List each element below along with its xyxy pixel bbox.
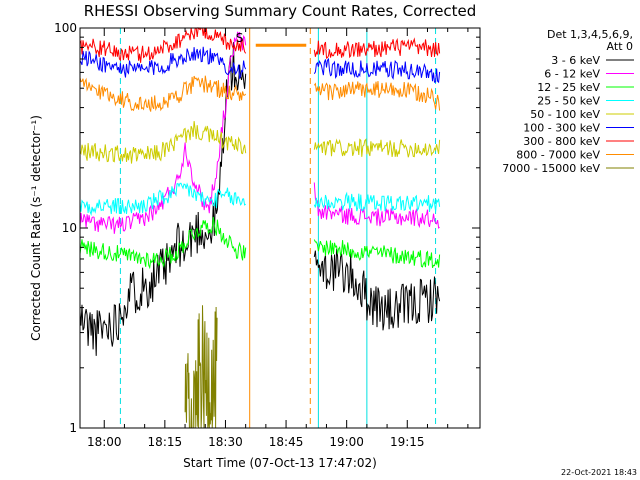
- legend-label-8: 800 - 7000 keV: [516, 149, 600, 162]
- series-layer: S: [79, 27, 441, 429]
- series-line-6: [79, 46, 441, 84]
- y-tick-label-3: 100: [54, 21, 77, 35]
- legend-label-6: 100 - 300 keV: [523, 122, 600, 135]
- y-tick-label-2: 10: [62, 221, 77, 235]
- legend-label-7: 300 - 800 keV: [523, 135, 600, 148]
- series-line-3: [79, 216, 441, 270]
- series-line-1: [79, 42, 441, 356]
- x-tick-label-3: 18:30: [208, 435, 243, 449]
- y-axis: 1 10 100: [54, 21, 480, 435]
- legend-header-2: Att 0: [607, 40, 633, 53]
- series-line-8: [79, 75, 441, 112]
- series-line-4: [79, 182, 441, 217]
- legend-label-2: 6 - 12 keV: [544, 68, 600, 81]
- y-tick-label-1: 1: [69, 421, 77, 435]
- x-tick-label-2: 18:15: [148, 435, 183, 449]
- x-tick-label-6: 19:15: [390, 435, 425, 449]
- legend-header-1: Det 1,3,4,5,6,9,: [547, 28, 633, 41]
- timestamp-label: 22-Oct-2021 18:43: [561, 468, 637, 477]
- series-line-2: [79, 31, 440, 234]
- series-line-5: [79, 121, 441, 164]
- chart-title: RHESSI Observing Summary Count Rates, Co…: [84, 2, 477, 20]
- y-axis-label: Corrected Count Rate (s⁻¹ detector⁻¹): [29, 115, 43, 341]
- flag-label: S: [236, 31, 244, 45]
- x-tick-label-5: 19:00: [329, 435, 364, 449]
- legend-label-9: 7000 - 15000 keV: [502, 162, 600, 175]
- legend-label-3: 12 - 25 keV: [537, 81, 600, 94]
- x-axis-label: Start Time (07-Oct-13 17:47:02): [183, 456, 377, 470]
- legend-label-1: 3 - 6 keV: [551, 54, 600, 67]
- legend-label-5: 50 - 100 keV: [530, 108, 600, 121]
- x-tick-label-4: 18:45: [269, 435, 304, 449]
- legend-label-4: 25 - 50 keV: [537, 95, 600, 108]
- series-line-7: [79, 27, 441, 63]
- x-axis: 18:00 18:15 18:30 18:45 19:00 19:15: [87, 28, 469, 449]
- x-tick-label-1: 18:00: [87, 435, 122, 449]
